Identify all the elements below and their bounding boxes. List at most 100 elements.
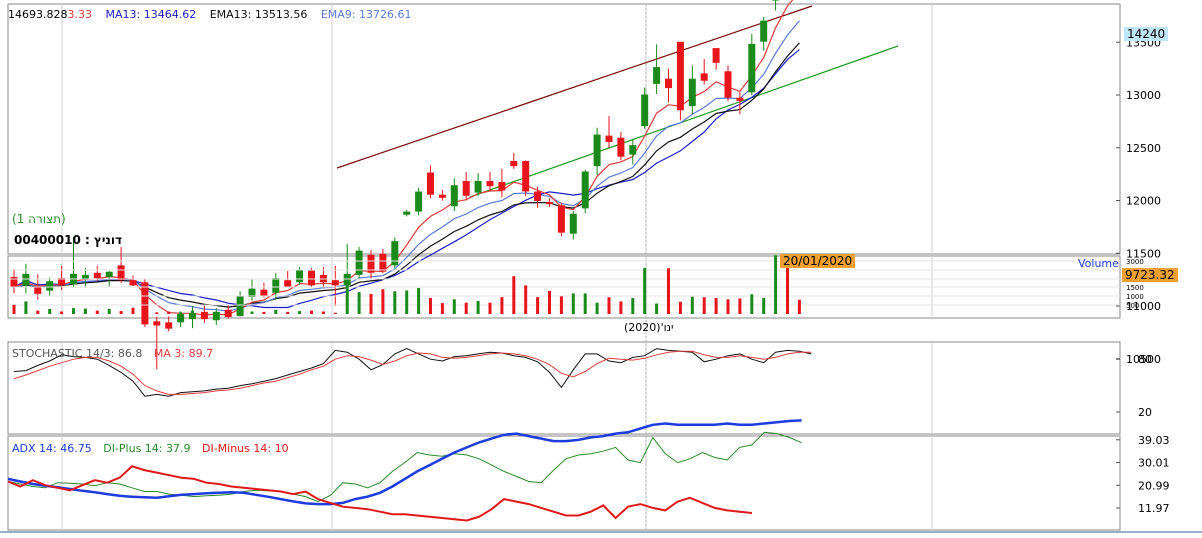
volume-bar xyxy=(310,311,313,314)
volume-bar xyxy=(262,312,265,314)
candle xyxy=(416,192,422,211)
last-price-badge: 14240 xyxy=(1124,27,1168,41)
volume-bar xyxy=(453,299,456,314)
volume-bar xyxy=(774,255,777,314)
volume-bar xyxy=(631,298,634,314)
candle xyxy=(130,281,136,285)
volume-bar xyxy=(441,303,444,314)
volume-bar xyxy=(286,312,289,314)
candle xyxy=(547,203,553,204)
candle xyxy=(677,42,683,110)
candle xyxy=(142,283,148,324)
candle xyxy=(463,182,469,196)
candle xyxy=(106,272,112,276)
candle xyxy=(701,74,707,80)
candle xyxy=(630,146,636,154)
volume-bar xyxy=(334,313,337,314)
volume-bar xyxy=(762,298,765,314)
volume-bar xyxy=(179,312,182,314)
candle xyxy=(154,322,160,325)
stochastic-legend: STOCHASTIC 14/3: 86.8 MA 3: 89.7 xyxy=(12,347,221,360)
candle xyxy=(249,289,255,296)
candle xyxy=(618,138,624,156)
volume-bar xyxy=(429,298,432,314)
volume-bar xyxy=(738,298,741,314)
candle xyxy=(558,206,564,232)
volume-bar xyxy=(191,311,194,314)
volume-bar xyxy=(560,296,563,314)
stochastic-tick-label: 20 xyxy=(1138,406,1152,419)
volume-bar xyxy=(24,301,27,314)
volume-bar xyxy=(203,313,206,314)
volume-bar xyxy=(798,300,801,314)
volume-bar xyxy=(48,309,51,314)
adx-tick-label: 20.99 xyxy=(1138,479,1170,492)
crosshair-value-label: 14693.828 xyxy=(8,8,68,21)
volume-bar xyxy=(465,303,468,314)
candle xyxy=(404,212,410,214)
candle xyxy=(273,279,279,293)
candle xyxy=(523,161,529,191)
volume-bar xyxy=(322,311,325,314)
candle xyxy=(59,279,65,285)
adx-tick-label: 30.01 xyxy=(1138,457,1170,470)
volume-tick-label: 500 xyxy=(1126,302,1139,310)
volume-bar xyxy=(120,311,123,314)
volume-bar xyxy=(750,294,753,314)
ema9-label: EMA9: 13726.61 xyxy=(321,8,412,21)
volume-bar xyxy=(417,288,420,314)
volume-bar xyxy=(691,297,694,314)
candle xyxy=(487,182,493,186)
candle xyxy=(451,186,457,206)
volume-bar xyxy=(381,289,384,314)
candle xyxy=(94,273,100,277)
volume-bar xyxy=(227,311,230,314)
date-badge: 20/01/2020 xyxy=(780,254,855,268)
volume-tick-label: 1000 xyxy=(1126,293,1144,301)
candle xyxy=(261,290,267,295)
candle xyxy=(570,214,576,233)
adx-label: ADX 14: 46.75 xyxy=(12,442,92,455)
candle xyxy=(47,282,53,290)
adx-tick-label: 39.03 xyxy=(1138,434,1170,447)
volume-bar xyxy=(155,312,158,314)
diplus-label: DI-Plus 14: 37.9 xyxy=(103,442,190,455)
volume-bar xyxy=(96,311,99,314)
volume-bar xyxy=(655,304,658,315)
volume-bar xyxy=(393,291,396,314)
candle xyxy=(23,274,29,285)
volume-bar xyxy=(298,311,301,314)
volume-value-badge: 9723.32 xyxy=(1122,268,1178,282)
volume-bar xyxy=(715,298,718,314)
volume-bar xyxy=(239,311,242,314)
volume-bar xyxy=(536,297,539,314)
price-tick-label: 13000 xyxy=(1126,89,1161,102)
candle xyxy=(166,323,172,328)
candle xyxy=(761,21,767,41)
ema13-label: EMA13: 13513.56 xyxy=(210,8,308,21)
candle xyxy=(475,182,481,193)
volume-bar xyxy=(84,309,87,314)
volume-bar xyxy=(524,285,527,314)
view-label: (תצורה 1) xyxy=(12,212,66,226)
candle xyxy=(642,95,648,126)
adx-legend: ADX 14: 46.75 DI-Plus 14: 37.9 DI-Minus … xyxy=(12,442,297,455)
candle xyxy=(737,98,743,100)
candle xyxy=(297,270,303,282)
candle xyxy=(178,314,184,321)
symbol-label: 00400010 : דוניץ xyxy=(14,233,122,247)
legend-partial-label: 3.33 xyxy=(68,8,93,21)
stochastic-tick-label: 80 xyxy=(1138,353,1152,366)
volume-bar xyxy=(667,268,670,314)
volume-bar xyxy=(572,293,575,314)
candle xyxy=(190,313,196,318)
volume-bar xyxy=(132,308,135,314)
candle xyxy=(118,266,124,280)
volume-bar xyxy=(143,310,146,314)
candle xyxy=(309,271,315,285)
volume-bar xyxy=(72,308,75,314)
candle xyxy=(35,287,41,293)
volume-bar xyxy=(108,309,111,314)
candle xyxy=(82,275,88,278)
ma13-label: MA13: 13464.62 xyxy=(106,8,197,21)
